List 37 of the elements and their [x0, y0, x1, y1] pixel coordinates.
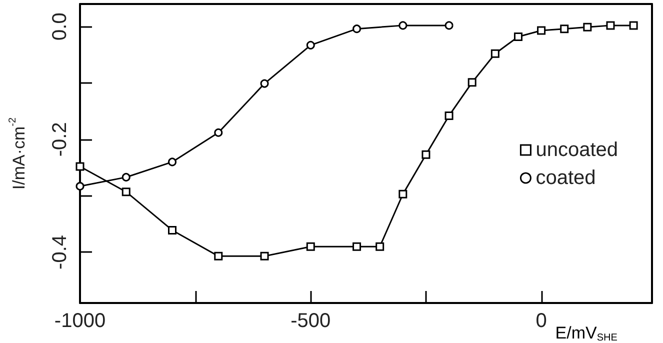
legend-label: coated	[536, 167, 596, 189]
point	[76, 182, 84, 190]
point	[352, 242, 362, 251]
point	[444, 21, 454, 30]
point	[422, 150, 430, 159]
point	[560, 24, 569, 34]
y-tick-label: -0.2	[49, 122, 71, 157]
point	[214, 128, 223, 137]
y-tick-label: -0.4	[49, 234, 71, 270]
point	[260, 79, 269, 88]
x-tick-label: 0	[536, 310, 547, 332]
point	[352, 24, 362, 34]
point	[583, 22, 592, 32]
point	[168, 158, 177, 166]
point	[122, 172, 130, 182]
point	[214, 252, 223, 260]
point	[168, 226, 177, 234]
y-axis-title: I/mA·cm-2	[8, 116, 28, 190]
point	[306, 242, 315, 251]
point	[76, 162, 84, 171]
legend-label: uncoated	[536, 139, 618, 161]
point	[468, 78, 476, 87]
point	[537, 26, 546, 35]
x-tick-label: -1000	[54, 310, 106, 332]
point	[444, 111, 454, 120]
point	[376, 242, 384, 251]
point	[398, 21, 408, 30]
point	[490, 49, 500, 58]
point	[398, 190, 408, 198]
point	[306, 40, 315, 50]
x-tick-label: -500	[290, 310, 331, 332]
y-tick-label: 0.0	[49, 12, 71, 40]
point	[514, 32, 522, 41]
point	[260, 252, 269, 260]
point	[629, 21, 638, 30]
point	[122, 188, 130, 196]
point	[606, 21, 615, 30]
